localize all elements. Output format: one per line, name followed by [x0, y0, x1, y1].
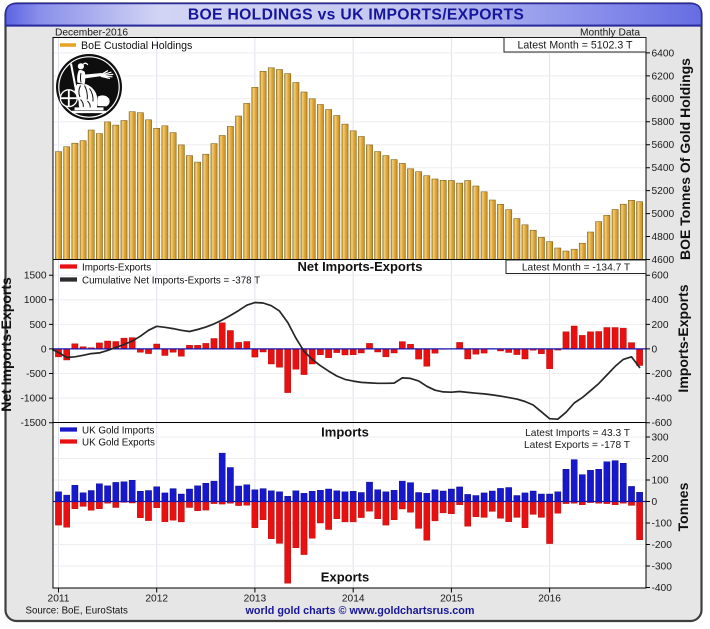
svg-text:Imports-Exports: Imports-Exports: [675, 284, 691, 392]
svg-text:4600: 4600: [652, 255, 675, 266]
svg-text:200: 200: [652, 454, 669, 465]
svg-text:5200: 5200: [652, 186, 675, 197]
svg-text:0: 0: [41, 344, 47, 355]
svg-text:-400: -400: [652, 394, 673, 405]
svg-text:4800: 4800: [652, 232, 675, 243]
svg-text:2015: 2015: [440, 593, 463, 604]
svg-text:Latest Month = 5102.3 T: Latest Month = 5102.3 T: [518, 40, 633, 52]
svg-text:BOE HOLDINGS vs UK IMPORTS/EXP: BOE HOLDINGS vs UK IMPORTS/EXPORTS: [188, 6, 524, 23]
svg-text:-200: -200: [652, 540, 673, 551]
svg-text:5600: 5600: [652, 140, 675, 151]
svg-text:UK Gold Imports: UK Gold Imports: [82, 425, 155, 436]
svg-text:-300: -300: [652, 561, 673, 572]
svg-text:December-2016: December-2016: [55, 28, 128, 39]
svg-text:6400: 6400: [652, 48, 675, 59]
svg-text:Cumulative Net Imports-Exports: Cumulative Net Imports-Exports = -378 T: [82, 275, 260, 286]
svg-text:Net Imports-Exports: Net Imports-Exports: [298, 259, 423, 274]
svg-text:Source: BoE, EuroStats: Source: BoE, EuroStats: [26, 606, 128, 617]
svg-text:1000: 1000: [24, 295, 47, 306]
svg-text:-1000: -1000: [20, 394, 46, 405]
svg-text:BOE Tonnes Of Gold Holdings: BOE Tonnes Of Gold Holdings: [677, 58, 693, 260]
svg-text:Imports-Exports: Imports-Exports: [82, 262, 151, 273]
svg-text:6000: 6000: [652, 94, 675, 105]
svg-text:Exports: Exports: [321, 570, 369, 585]
svg-text:0: 0: [652, 344, 658, 355]
svg-text:Monthly Data: Monthly Data: [580, 28, 640, 39]
svg-text:-1500: -1500: [20, 418, 46, 429]
svg-text:100: 100: [652, 475, 669, 486]
svg-text:5800: 5800: [652, 117, 675, 128]
svg-text:500: 500: [30, 320, 47, 331]
svg-text:Net Imports-Exports: Net Imports-Exports: [0, 277, 14, 412]
svg-text:300: 300: [652, 432, 669, 443]
svg-text:5000: 5000: [652, 209, 675, 220]
svg-text:2013: 2013: [244, 593, 267, 604]
svg-text:Latest Imports = 43.3 T: Latest Imports = 43.3 T: [525, 428, 630, 439]
svg-text:world gold charts © www.goldch: world gold charts © www.goldchartsrus.co…: [245, 605, 475, 617]
svg-text:600: 600: [652, 271, 669, 282]
svg-text:Latest Exports = -178 T: Latest Exports = -178 T: [524, 440, 630, 451]
svg-text:2012: 2012: [145, 593, 168, 604]
svg-text:UK Gold Exports: UK Gold Exports: [82, 437, 155, 448]
svg-text:2014: 2014: [342, 593, 365, 604]
svg-text:Tonnes: Tonnes: [675, 482, 691, 531]
svg-text:2016: 2016: [538, 593, 561, 604]
svg-text:-100: -100: [652, 518, 673, 529]
svg-text:Imports: Imports: [321, 425, 369, 440]
svg-text:2011: 2011: [48, 593, 70, 604]
svg-text:0: 0: [652, 497, 658, 508]
svg-text:6200: 6200: [652, 71, 675, 82]
svg-text:5400: 5400: [652, 163, 675, 174]
svg-text:-600: -600: [652, 418, 673, 429]
svg-text:400: 400: [652, 295, 669, 306]
svg-text:1500: 1500: [24, 271, 47, 282]
svg-text:200: 200: [652, 320, 669, 331]
svg-text:-500: -500: [26, 369, 47, 380]
svg-text:BoE Custodial Holdings: BoE Custodial Holdings: [81, 40, 192, 52]
svg-text:Latest Month = -134.7 T: Latest Month = -134.7 T: [522, 263, 630, 274]
svg-text:-200: -200: [652, 369, 673, 380]
svg-text:-400: -400: [652, 583, 673, 594]
